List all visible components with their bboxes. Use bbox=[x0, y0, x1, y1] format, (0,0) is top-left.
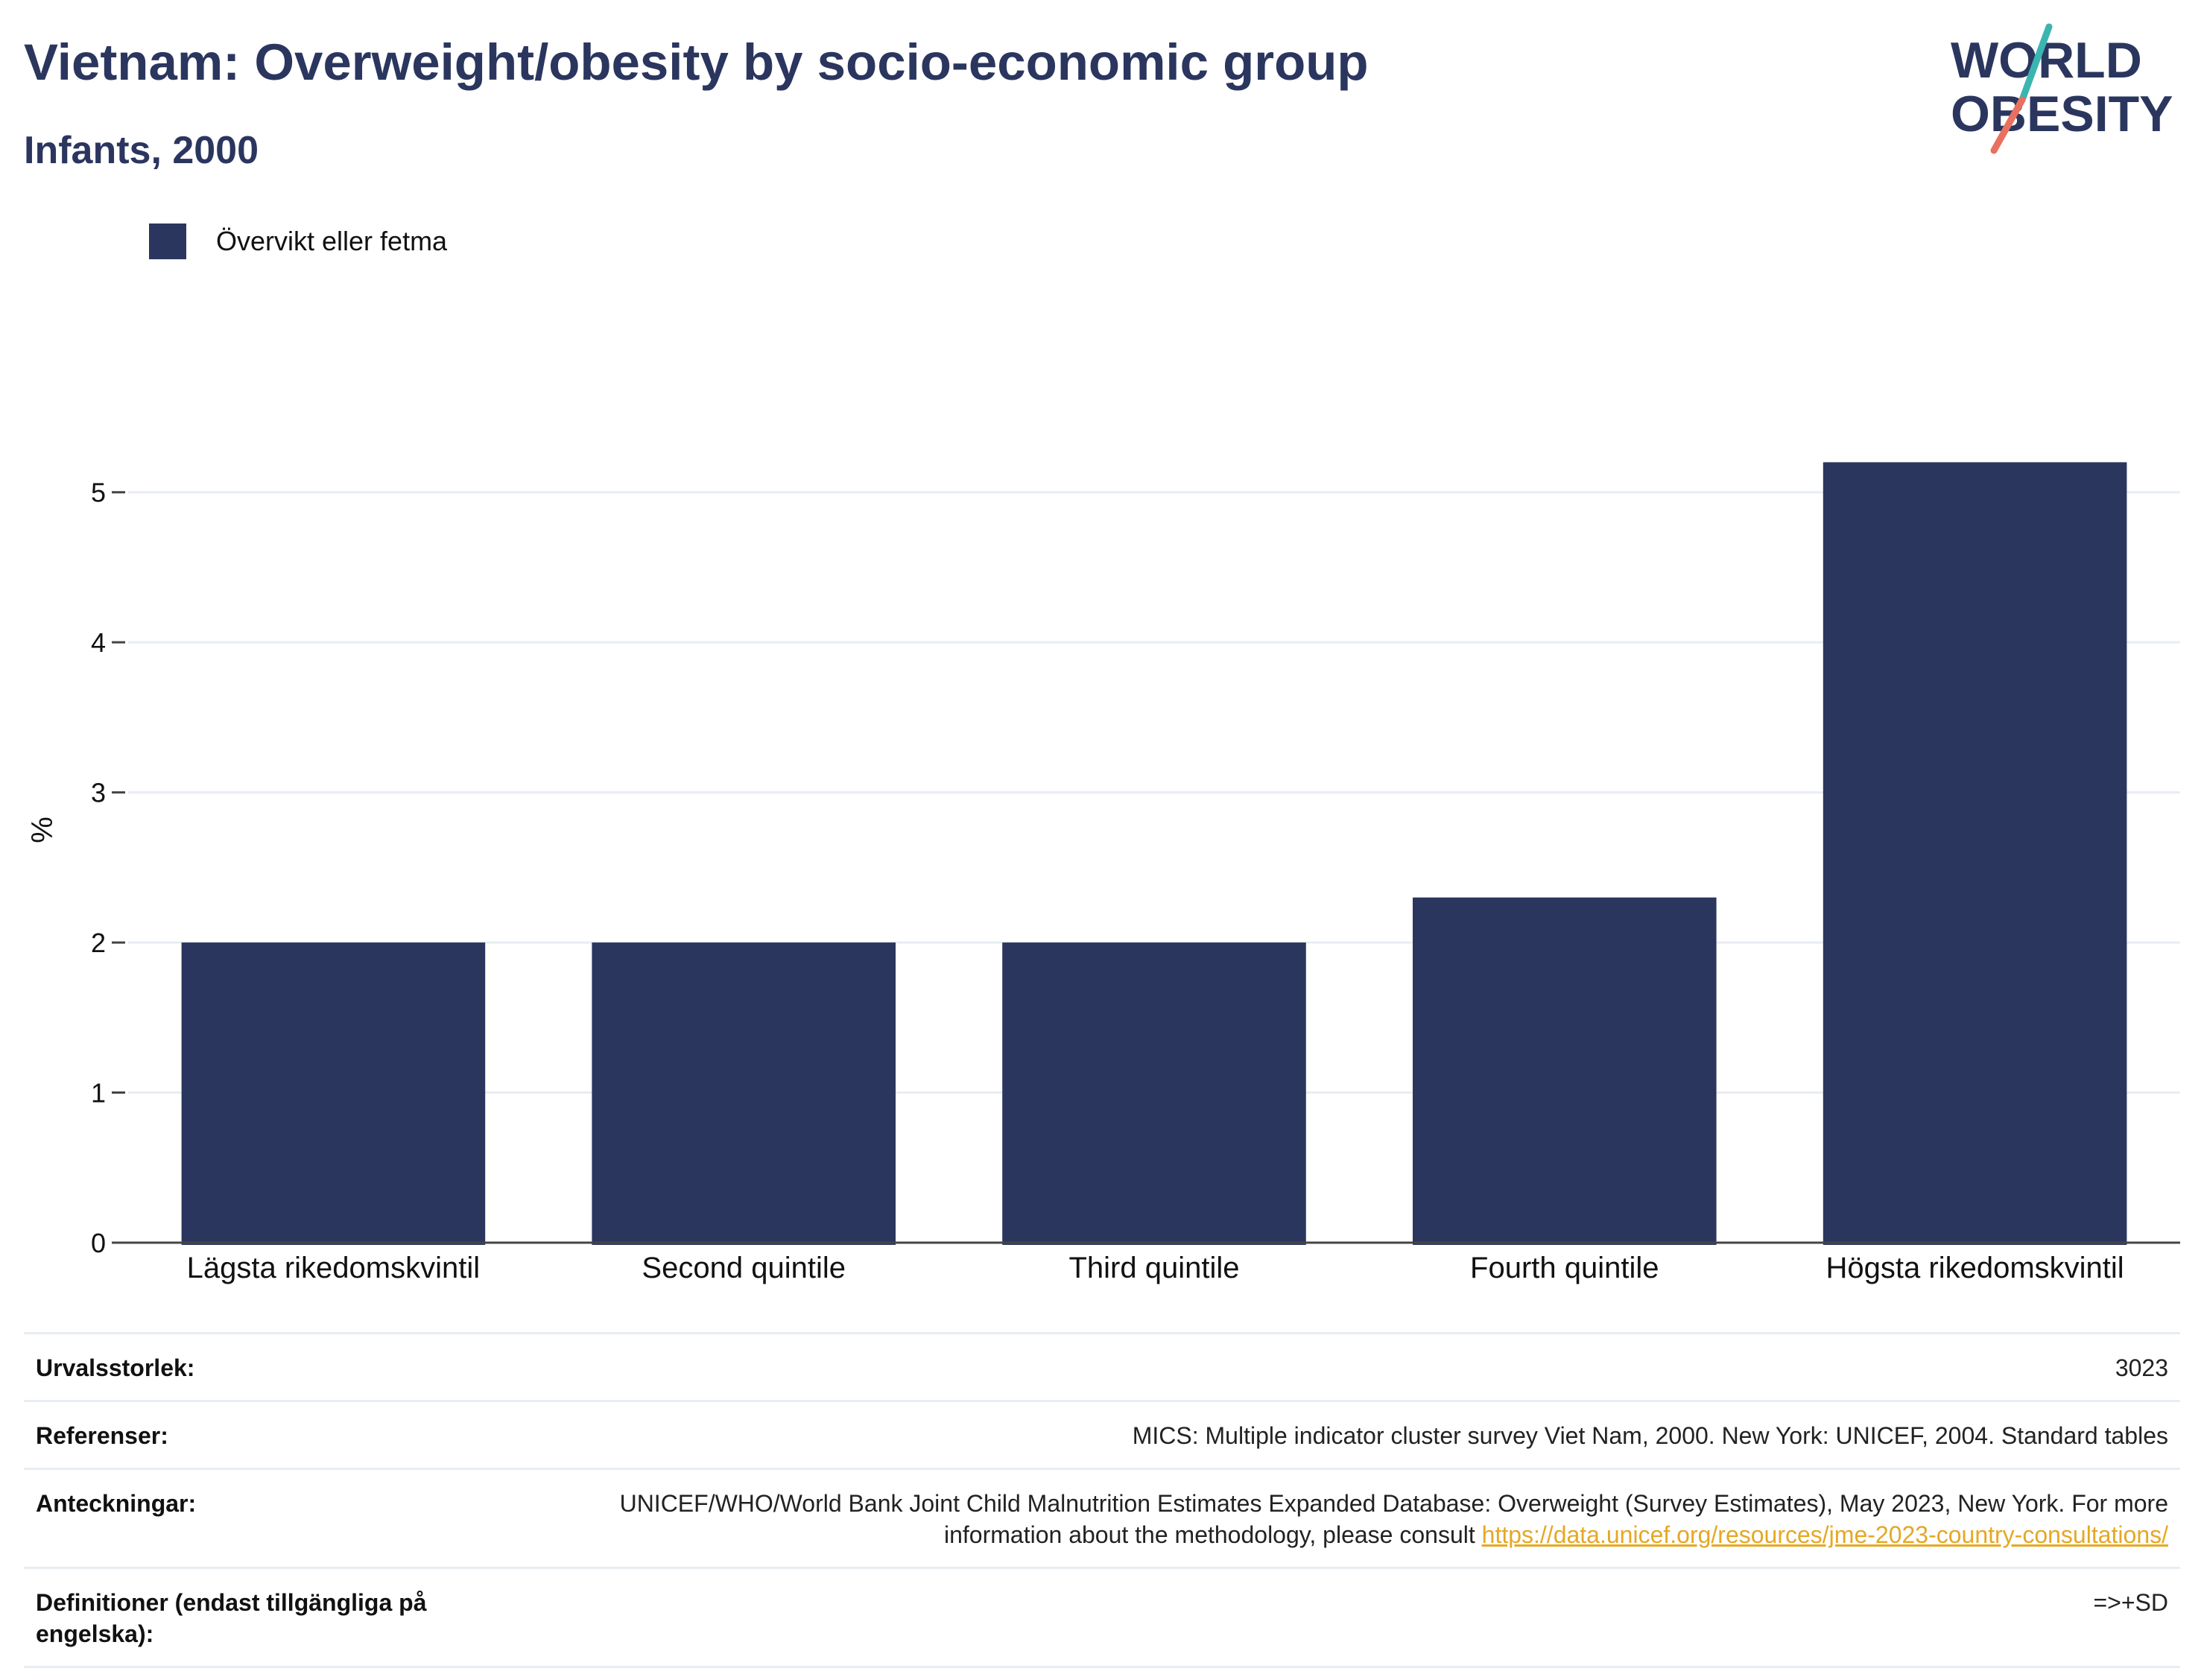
bar[interactable] bbox=[181, 942, 486, 1245]
info-row-sample-size: Urvalsstorlek: 3023 bbox=[24, 1333, 2180, 1401]
x-tick-label: Second quintile bbox=[642, 1252, 846, 1284]
info-key: Referenser: bbox=[36, 1422, 168, 1449]
x-axis-ticks: Lägsta rikedomskvintil Second quintile Thi… bbox=[187, 1252, 2124, 1284]
x-tick-label: Third quintile bbox=[1068, 1252, 1239, 1284]
y-tick-label: 3 bbox=[91, 778, 106, 808]
x-tick-label: Högsta rikedomskvintil bbox=[1826, 1252, 2124, 1284]
info-key: Definitioner (endast tillgängliga på eng… bbox=[36, 1589, 427, 1647]
y-tick-label: 2 bbox=[91, 928, 106, 958]
page-subtitle: Infants, 2000 bbox=[24, 129, 259, 172]
y-axis-label: % bbox=[26, 817, 59, 843]
y-tick-label: 5 bbox=[91, 478, 106, 508]
logo-slash-bottom bbox=[1990, 96, 2026, 154]
legend-label: Övervikt eller fetma bbox=[216, 226, 448, 256]
x-tick-label: Fourth quintile bbox=[1470, 1252, 1659, 1284]
info-table: Urvalsstorlek: 3023 Referenser: MICS: Mu… bbox=[24, 1332, 2180, 1668]
x-tick-label: Lägsta rikedomskvintil bbox=[187, 1252, 481, 1284]
page-title: Vietnam: Overweight/obesity by socio-eco… bbox=[24, 34, 1369, 91]
chart-bars bbox=[181, 462, 2127, 1246]
info-key: Anteckningar: bbox=[36, 1490, 197, 1517]
bar-chart: 0 1 2 3 4 5 Lägsta rikedomskvintil Second quin… bbox=[26, 462, 2180, 1284]
info-value-notes: UNICEF/WHO/World Bank Joint Child Malnut… bbox=[510, 1469, 2180, 1568]
world-obesity-logo: WORLD OBESITY bbox=[1951, 23, 2173, 154]
info-value: MICS: Multiple indicator cluster survey … bbox=[1132, 1422, 2168, 1449]
bar[interactable] bbox=[1823, 462, 2127, 1246]
notes-text: UNICEF/WHO/World Bank Joint Child Malnut… bbox=[619, 1490, 2168, 1548]
bar[interactable] bbox=[1413, 897, 1717, 1245]
bar[interactable] bbox=[592, 942, 896, 1245]
legend-swatch bbox=[149, 224, 186, 259]
bar[interactable] bbox=[1002, 942, 1306, 1245]
methodology-link[interactable]: https://data.unicef.org/resources/jme-20… bbox=[1481, 1521, 2168, 1548]
chart-legend[interactable]: Övervikt eller fetma bbox=[149, 219, 447, 264]
logo-line-2: OBESITY bbox=[1951, 86, 2173, 142]
y-axis-ticks: 0 1 2 3 4 5 bbox=[91, 478, 125, 1258]
y-tick-label: 1 bbox=[91, 1078, 106, 1109]
info-value: 3023 bbox=[2115, 1354, 2168, 1381]
y-tick-label: 0 bbox=[91, 1228, 106, 1258]
info-value: =>+SD bbox=[2093, 1589, 2168, 1616]
logo-slash-top bbox=[2018, 23, 2053, 104]
info-row-references: Referenser: MICS: Multiple indicator clu… bbox=[24, 1401, 2180, 1469]
info-row-notes: Anteckningar: UNICEF/WHO/World Bank Join… bbox=[24, 1468, 2180, 1568]
info-key: Urvalsstorlek: bbox=[36, 1354, 195, 1381]
info-row-definitions: Definitioner (endast tillgängliga på eng… bbox=[24, 1568, 2180, 1667]
y-tick-label: 4 bbox=[91, 627, 106, 658]
